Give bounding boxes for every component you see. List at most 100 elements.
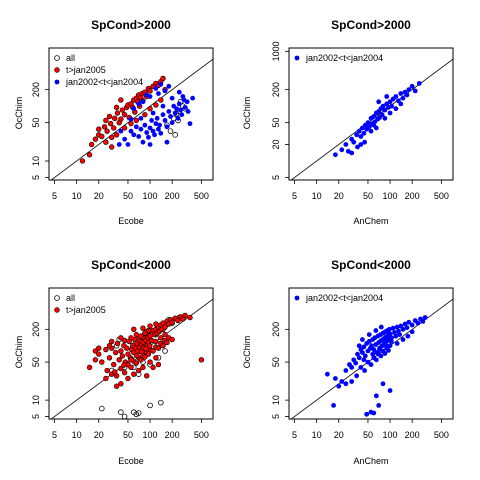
- data-point: [164, 139, 170, 145]
- data-point: [153, 338, 159, 345]
- data-point: [99, 359, 105, 365]
- data-point: [153, 86, 159, 91]
- data-point: [133, 331, 140, 338]
- data-point: [343, 142, 349, 147]
- data-point: [121, 413, 128, 419]
- data-point: [373, 393, 379, 399]
- data-point: [121, 369, 128, 376]
- data-point: [353, 360, 359, 366]
- data-point: [339, 147, 345, 153]
- legend: jan2002<t<jan2004: [294, 53, 383, 63]
- data-point: [133, 124, 139, 130]
- data-point: [139, 349, 145, 355]
- data-point: [386, 348, 391, 353]
- data-point: [393, 106, 399, 112]
- data-point: [166, 83, 172, 89]
- data-point: [409, 83, 415, 89]
- data-point: [373, 357, 379, 363]
- data-point: [358, 142, 364, 147]
- data-point: [98, 405, 105, 412]
- data-point: [147, 142, 153, 147]
- legend-label: all: [66, 293, 75, 303]
- data-point: [147, 125, 153, 131]
- x-axis-label: AnChem: [353, 216, 388, 226]
- data-point: [106, 343, 113, 349]
- data-point: [135, 410, 142, 416]
- data-point: [144, 130, 150, 135]
- data-point: [349, 364, 355, 370]
- data-point: [409, 329, 415, 335]
- data-point: [140, 325, 146, 331]
- data-point: [118, 381, 124, 387]
- legend-marker: [54, 79, 60, 85]
- panel-bottom-left: SpCond<2000 Ecobe OcChim 5 10 20 50 100 200 50…: [14, 258, 214, 466]
- data-point: [355, 144, 360, 150]
- data-point: [122, 136, 128, 142]
- data-point: [343, 368, 349, 373]
- data-point: [112, 115, 118, 122]
- data-point: [164, 339, 170, 346]
- data-point: [145, 327, 152, 334]
- plot-frame: [48, 47, 214, 181]
- panel-title: SpCond>2000: [91, 18, 171, 32]
- data-point: [343, 381, 349, 387]
- series-0: [332, 81, 422, 158]
- data-point: [178, 107, 183, 113]
- data-point: [362, 353, 368, 359]
- x-axis-label: AnChem: [353, 456, 388, 466]
- data-point: [128, 120, 134, 127]
- data-point: [406, 319, 412, 325]
- data-point: [131, 132, 137, 138]
- y-axis-label: OcChim: [14, 97, 24, 130]
- x-tick-label: 5: [292, 430, 297, 440]
- data-point: [118, 97, 124, 103]
- data-point: [113, 132, 120, 138]
- x-tick-label: 100: [383, 430, 398, 440]
- data-point: [101, 124, 108, 130]
- data-point: [354, 373, 359, 379]
- data-point: [382, 115, 388, 121]
- data-point: [133, 360, 140, 366]
- x-tick-label: 500: [434, 191, 449, 201]
- data-point: [128, 335, 134, 341]
- data-point: [143, 346, 149, 352]
- data-point: [389, 103, 395, 109]
- x-tick-label: 10: [312, 430, 322, 440]
- data-point: [404, 325, 410, 331]
- data-point: [121, 337, 128, 344]
- data-point: [406, 87, 412, 93]
- data-point: [157, 399, 164, 406]
- data-point: [116, 357, 122, 363]
- data-point: [420, 318, 426, 324]
- data-point: [384, 94, 390, 99]
- data-point: [356, 343, 362, 349]
- data-point: [393, 333, 399, 339]
- data-point: [358, 364, 364, 370]
- data-point: [379, 112, 385, 118]
- x-tick-label: 200: [405, 191, 420, 201]
- data-point: [158, 81, 164, 87]
- data-point: [198, 357, 205, 363]
- data-point: [397, 332, 403, 338]
- data-point: [113, 383, 120, 389]
- data-point: [174, 106, 180, 112]
- data-point: [176, 89, 182, 95]
- data-point: [86, 152, 93, 158]
- x-tick-label: 200: [165, 191, 180, 201]
- data-point: [156, 126, 161, 132]
- data-point: [409, 322, 415, 328]
- data-point: [360, 350, 365, 355]
- data-point: [387, 388, 393, 393]
- plot-frame: [288, 47, 454, 181]
- data-point: [166, 109, 172, 114]
- data-point: [394, 341, 400, 346]
- data-point: [332, 376, 338, 381]
- y-tick-label: 50: [31, 118, 41, 128]
- data-point: [107, 120, 114, 127]
- data-point: [104, 128, 110, 134]
- y-tick-label: 200: [271, 82, 281, 97]
- data-point: [153, 355, 159, 361]
- data-point: [364, 411, 370, 417]
- data-point: [147, 105, 153, 112]
- data-point: [118, 348, 124, 354]
